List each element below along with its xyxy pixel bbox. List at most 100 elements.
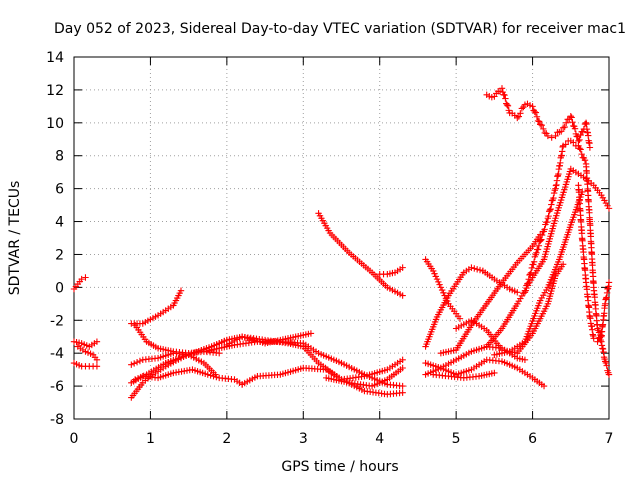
y-tick-label: 14 <box>46 50 64 66</box>
series-arc-ae <box>483 85 594 151</box>
data-point <box>569 119 576 126</box>
data-point <box>529 103 536 110</box>
data-point <box>177 287 185 294</box>
data-point <box>501 91 508 99</box>
data-point <box>130 360 138 367</box>
data-point <box>93 338 101 345</box>
data-point <box>78 275 85 283</box>
data-point <box>540 382 548 390</box>
series-arc-x <box>437 231 544 357</box>
data-point <box>438 286 446 294</box>
data-point <box>546 206 554 214</box>
y-tick-label: 4 <box>55 215 64 231</box>
data-point <box>532 109 540 116</box>
x-tick-label: 4 <box>375 431 384 447</box>
data-point <box>537 237 544 244</box>
data-point <box>504 102 512 110</box>
data-point <box>576 145 583 152</box>
data-point <box>552 132 559 140</box>
data-point <box>545 212 552 220</box>
data-point <box>431 270 438 277</box>
data-point <box>471 265 478 272</box>
data-point <box>534 117 542 125</box>
data-point <box>399 356 406 363</box>
data-point <box>528 264 536 272</box>
data-point <box>525 276 532 283</box>
series-arc-d <box>70 359 101 370</box>
data-point <box>521 356 529 363</box>
data-point <box>586 144 594 151</box>
data-point <box>137 373 145 381</box>
data-point <box>399 364 406 372</box>
data-point <box>535 242 543 249</box>
grid <box>74 57 609 419</box>
axis-ticks <box>73 56 610 420</box>
data-point <box>534 246 542 253</box>
series-arc-a <box>70 274 89 293</box>
data-point <box>533 113 541 120</box>
data-point <box>603 362 610 369</box>
x-axis-label: GPS time / hours <box>281 459 398 475</box>
data-point <box>502 95 509 102</box>
data-point <box>550 194 557 202</box>
data-point <box>577 131 584 139</box>
x-tick-label: 0 <box>70 431 79 447</box>
data-point <box>307 330 315 337</box>
data-point <box>533 249 540 257</box>
y-tick-label: 2 <box>55 247 64 263</box>
data-point <box>514 114 521 122</box>
data-point <box>576 136 583 144</box>
data-point <box>568 114 575 121</box>
data-point <box>430 267 437 275</box>
data-point <box>514 289 521 296</box>
data-point <box>594 338 601 345</box>
data-point <box>134 375 142 382</box>
data-point <box>515 113 523 120</box>
data-point <box>551 187 559 194</box>
y-tick-labels: -8 -6 -4 -2 0 2 4 6 8 10 12 14 <box>46 50 64 428</box>
data-point <box>559 124 567 131</box>
x-tick-label: 1 <box>146 431 155 447</box>
x-tick-labels: 0 1 2 3 4 5 6 7 <box>70 431 614 447</box>
data-point <box>562 141 569 148</box>
data-point <box>567 113 574 120</box>
data-point <box>527 269 535 276</box>
data-point <box>524 280 532 287</box>
data-point <box>548 134 555 141</box>
series-arc-f <box>128 366 246 388</box>
series-arc-ad <box>598 279 613 340</box>
data-point <box>535 118 543 125</box>
data-point <box>538 122 545 129</box>
data-point <box>436 281 443 288</box>
data-point <box>399 389 406 396</box>
data-point <box>543 218 551 226</box>
data-point <box>93 363 101 370</box>
data-point <box>544 132 552 140</box>
data-point <box>571 125 579 132</box>
data-point <box>473 266 481 273</box>
series-arc-o <box>323 364 406 390</box>
x-tick-label: 7 <box>605 431 614 447</box>
x-tick-label: 5 <box>452 431 461 447</box>
data-point <box>503 101 511 109</box>
data-point <box>131 376 139 383</box>
data-point <box>491 369 498 377</box>
data-point <box>476 266 484 274</box>
data-point <box>524 280 531 288</box>
x-tick-label: 3 <box>299 431 308 447</box>
data-point <box>433 275 441 283</box>
data-point <box>578 150 585 158</box>
data-point <box>93 356 101 363</box>
data-point <box>128 361 135 368</box>
y-tick-label: 0 <box>55 280 64 296</box>
series-arc-ab <box>521 137 613 378</box>
data-point <box>522 287 529 294</box>
data-point <box>82 274 89 281</box>
series-arc-g <box>128 287 185 327</box>
data-point <box>440 289 447 297</box>
data-point <box>581 156 589 164</box>
y-axis-label: SDTVAR / TECUs <box>7 181 23 296</box>
